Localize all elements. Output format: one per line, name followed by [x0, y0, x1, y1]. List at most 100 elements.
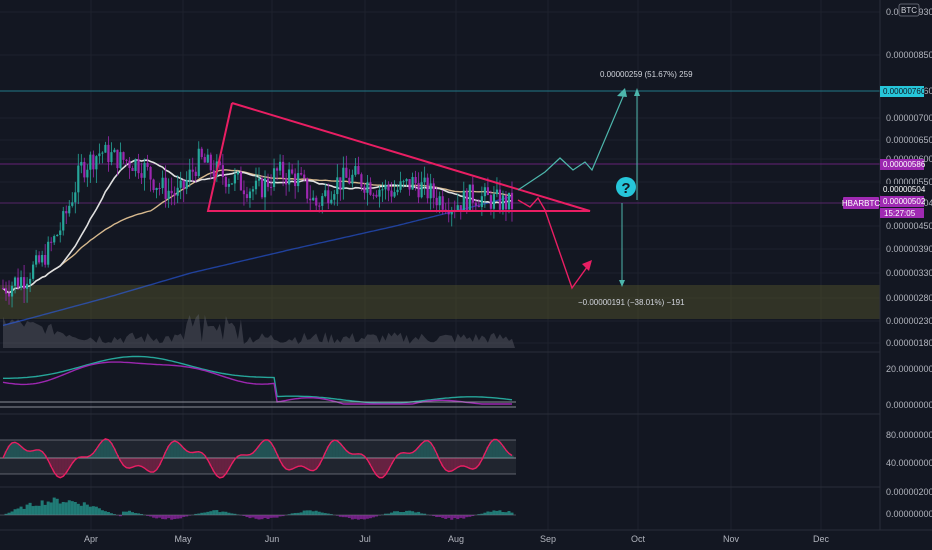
indicator-panel-3: [0, 486, 880, 520]
candle-body: [98, 153, 101, 157]
candle-body: [357, 166, 360, 175]
candle-body: [38, 255, 41, 263]
indicator-3-bar: [61, 501, 65, 515]
indicator-3-bar: [510, 512, 514, 515]
candle-body: [101, 152, 104, 154]
indicator-3-bar: [215, 510, 219, 515]
candle-body: [170, 190, 173, 194]
currency-badge-bg[interactable]: [898, 3, 920, 17]
indicator-3-bar: [131, 512, 135, 515]
indicator-3-bar: [218, 512, 222, 515]
candle-body: [263, 178, 267, 198]
candle-body: [143, 162, 146, 178]
candlestick-series: [1, 136, 514, 308]
candle-body: [185, 180, 188, 189]
measure-up-arrowhead: [634, 88, 640, 96]
indicator-3-bar: [344, 515, 348, 518]
question-bubble[interactable]: [616, 177, 636, 197]
indicator-3-bar: [64, 502, 68, 515]
month-label: Nov: [723, 534, 740, 544]
month-label: Jul: [359, 534, 371, 544]
candle-body: [300, 173, 303, 175]
candle-body: [345, 167, 348, 178]
indicator-3-bar: [25, 504, 29, 515]
candle-body: [315, 197, 318, 206]
indicator-3-bar: [260, 515, 264, 520]
indicator-3-bar: [82, 502, 86, 515]
candle-body: [468, 184, 471, 211]
candle-body: [342, 167, 345, 190]
indicator-3-bar: [149, 515, 153, 517]
candle-body: [360, 174, 363, 187]
indicator-3-bar: [338, 515, 342, 517]
candle-body: [83, 161, 86, 178]
candle-body: [330, 199, 333, 204]
indicator-3-bar: [37, 505, 41, 515]
indicator-3-bar: [393, 511, 397, 515]
indicator-3-bar: [489, 511, 493, 515]
candle-body: [233, 174, 237, 184]
candle-body: [327, 190, 330, 204]
candle-body: [408, 179, 411, 190]
candle-body: [134, 159, 137, 172]
indicator-tick-label: 20.00000000: [886, 364, 932, 374]
candle-body: [221, 165, 224, 178]
indicator-3-bar: [158, 515, 162, 518]
indicator-3-bar: [459, 515, 463, 518]
indicator-3-bar: [447, 515, 451, 518]
indicator-3-bar: [112, 514, 116, 515]
price-tag-label: 0.00000760: [883, 87, 926, 96]
indicator-1-line-a: [3, 355, 513, 404]
indicator-3-bar: [22, 508, 26, 515]
currency-badge[interactable]: BTC: [901, 6, 917, 15]
indicator-3-bar: [365, 515, 369, 519]
candle-body: [462, 190, 465, 211]
candle-body: [122, 152, 125, 160]
candle-body: [254, 180, 258, 190]
indicator-3-bar: [323, 513, 327, 515]
indicator-3-bar: [302, 510, 306, 515]
candle-body: [257, 178, 261, 181]
candle-body: [53, 236, 56, 243]
indicator-3-bar: [224, 511, 228, 515]
indicator-tick-label: 40.00000000: [886, 458, 932, 468]
candle-body: [471, 184, 474, 203]
month-label: Dec: [813, 534, 830, 544]
candle-body: [191, 169, 194, 172]
indicator-3-bar: [335, 515, 339, 516]
indicator-3-bar: [278, 515, 282, 517]
indicator-3-bar: [405, 510, 409, 515]
candle-body: [59, 230, 62, 236]
candle-body: [309, 198, 312, 201]
candle-body: [318, 205, 321, 207]
price-tag-bg: [880, 196, 924, 207]
indicator-3-bar: [140, 514, 144, 515]
month-label: Oct: [631, 534, 646, 544]
indicator-3-bar: [185, 515, 189, 517]
candle-body: [4, 288, 8, 294]
price-tag-bg: [880, 184, 924, 195]
indicator-3-bar: [58, 503, 62, 515]
indicator-3-bar: [134, 513, 138, 515]
indicator-3-bar: [435, 515, 439, 518]
candle-body: [384, 184, 387, 190]
indicator-3-bar: [10, 511, 14, 515]
indicator-1-line-b: [2, 361, 512, 405]
indicator-3-bar: [161, 515, 165, 520]
candle-body: [396, 189, 399, 193]
indicator-3-bar: [127, 510, 131, 515]
candle-body: [465, 190, 468, 211]
candle-body: [188, 169, 191, 181]
price-tick-label: 0.00000450: [886, 221, 932, 231]
candle-body: [339, 177, 342, 190]
indicator-3-bar: [146, 515, 150, 516]
indicator-3-bar: [498, 510, 502, 515]
indicator-3-bar: [450, 515, 454, 520]
month-label: Sep: [540, 534, 556, 544]
month-label: Jun: [265, 534, 280, 544]
indicator-3-bar: [396, 511, 400, 515]
indicator-3-bar: [52, 497, 56, 515]
indicator-3-bar: [31, 506, 35, 515]
indicator-3-bar: [501, 512, 505, 515]
